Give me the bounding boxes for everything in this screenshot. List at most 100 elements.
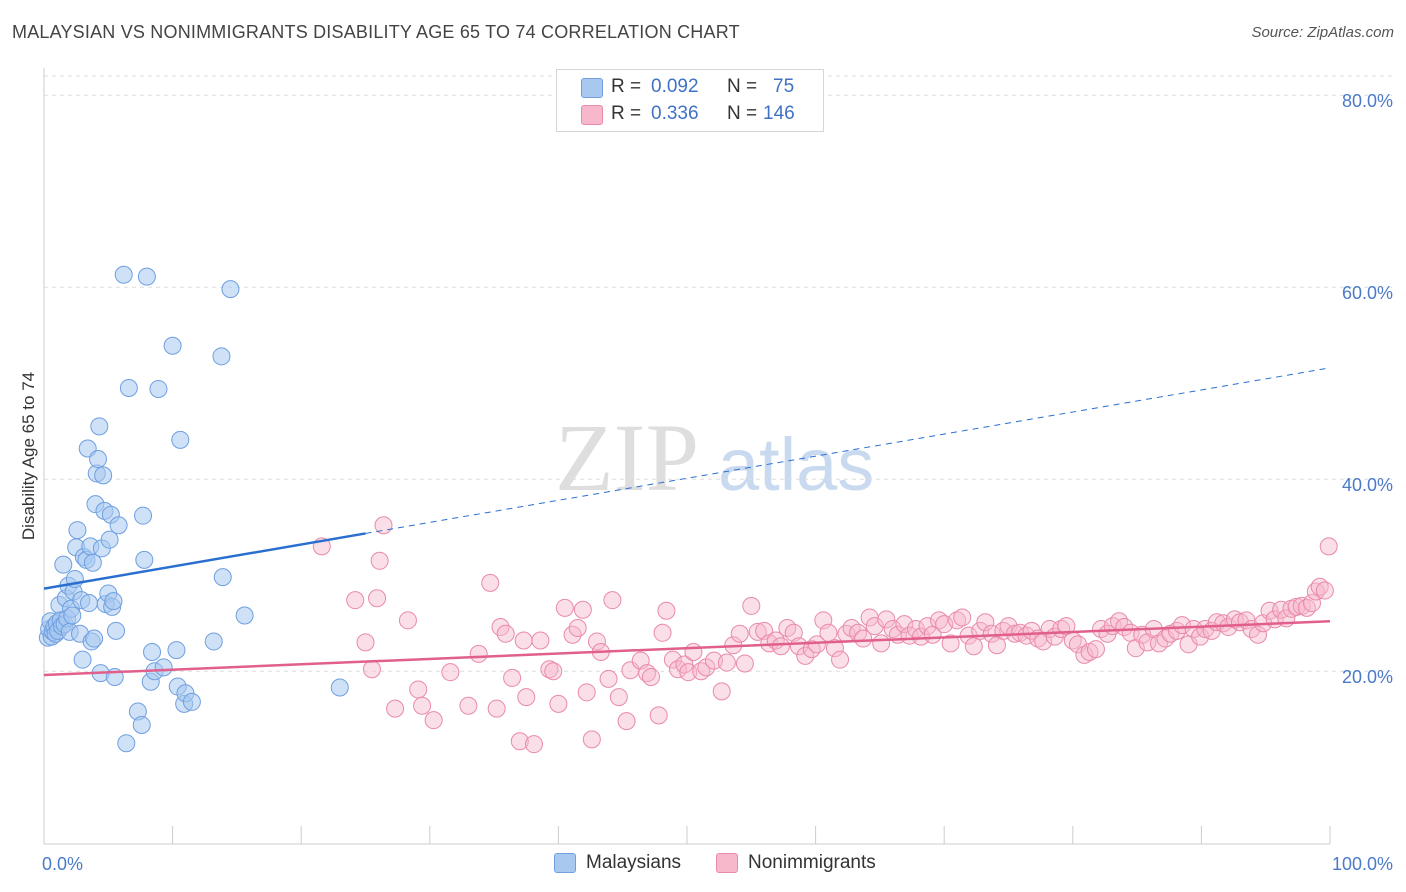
y-tick-label: 40.0% [1342, 475, 1393, 495]
nonimmigrant-point [413, 696, 432, 715]
nonimmigrant-point [481, 573, 500, 592]
bottom-legend-swatch-nonimmigrants [716, 853, 738, 873]
nonimmigrant-point [831, 650, 850, 669]
legend-n-label: N = [727, 76, 758, 97]
nonimmigrant-point [735, 654, 754, 673]
nonimmigrant-point [356, 633, 375, 652]
malaysian-trendline [43, 532, 366, 590]
malaysian-point [221, 280, 240, 299]
nonimmigrant-point [1297, 598, 1316, 617]
nonimmigrant-point [362, 660, 381, 679]
malaysian-point [330, 678, 349, 697]
legend-n-value: 75 [773, 76, 795, 97]
nonimmigrant-point [1230, 613, 1249, 632]
watermark: ZIP atlas [555, 404, 874, 511]
malaysian-point [182, 692, 201, 711]
nonimmigrant-point [684, 643, 703, 661]
nonimmigrant-point [825, 639, 844, 658]
malaysian-point [63, 606, 82, 625]
nonimmigrant-point [1319, 537, 1338, 556]
malaysian-point [119, 379, 138, 397]
malaysian-point [235, 606, 254, 625]
malaysian-point [204, 632, 223, 651]
malaysian-point [73, 650, 92, 669]
nonimmigrant-point [679, 663, 698, 682]
nonimmigrant-point [599, 669, 618, 688]
nonimmigrant-point [524, 735, 543, 754]
nonimmigrant-point [441, 663, 460, 682]
nonimmigrant-point [531, 631, 550, 650]
malaysian-point [109, 516, 128, 535]
chart-source: Source: ZipAtlas.com [1251, 24, 1394, 41]
nonimmigrant-point [503, 668, 522, 687]
nonimmigrant-point [771, 637, 790, 656]
watermark-zip: ZIP [555, 404, 699, 511]
x-tick-label: 0.0% [42, 854, 83, 874]
legend-r-value: 0.092 [651, 76, 699, 97]
nonimmigrant-point [982, 624, 1001, 643]
legend-swatch-malaysians [581, 78, 603, 98]
nonimmigrant-point [555, 598, 574, 617]
nonimmigrant-point [657, 601, 676, 620]
nonimmigrant-point [617, 712, 636, 731]
trendlines [43, 367, 1331, 677]
nonimmigrant-point [697, 658, 716, 677]
nonimmigrant-point [603, 591, 622, 610]
malaysian-point [114, 265, 133, 284]
y-tick-label: 20.0% [1342, 667, 1393, 687]
nonimmigrant-point [487, 699, 506, 718]
malaysian-point [134, 506, 153, 525]
malaysian-point [90, 417, 109, 436]
nonimmigrant-point [510, 732, 529, 751]
malaysian-trendline-extrapolated [365, 367, 1331, 534]
nonimmigrant-point [544, 662, 563, 681]
malaysian-point [104, 592, 123, 611]
series-points [38, 265, 1338, 754]
nonimmigrant-point [549, 694, 568, 713]
nonimmigrant-point [883, 619, 902, 638]
nonimmigrant-point [469, 644, 488, 663]
malaysian-point [132, 715, 151, 734]
nonimmigrant-point [663, 650, 682, 669]
malaysian-point [212, 347, 231, 366]
nonimmigrant-point [582, 730, 601, 749]
nonimmigrant-point [577, 683, 596, 702]
chart-title: MALAYSIAN VS NONIMMIGRANTS DISABILITY AG… [12, 22, 740, 42]
nonimmigrant-point [409, 680, 428, 699]
nonimmigrant-point [819, 623, 838, 642]
nonimmigrant-point [424, 711, 443, 730]
malaysian-point [89, 450, 108, 469]
x-tick-labels: 0.0% 100.0% [42, 854, 1393, 874]
nonimmigrant-point [653, 623, 672, 642]
malaysian-point [107, 621, 126, 640]
nonimmigrant-point [1287, 597, 1306, 616]
y-tick-label: 80.0% [1342, 91, 1393, 111]
malaysian-point [85, 629, 104, 648]
bottom-legend-swatch-malaysians [554, 853, 576, 873]
nonimmigrant-point [1017, 626, 1036, 645]
nonimmigrant-point [865, 617, 884, 636]
malaysian-point [94, 466, 113, 485]
watermark-atlas: atlas [718, 423, 874, 506]
malaysian-point [100, 530, 119, 549]
nonimmigrant-point [1315, 581, 1334, 600]
nonimmigrant-point [641, 667, 660, 686]
malaysian-point [117, 734, 136, 753]
nonimmigrant-point [784, 623, 803, 642]
nonimmigrant-point [1075, 645, 1094, 664]
y-tick-label: 60.0% [1342, 283, 1393, 303]
nonimmigrant-point [649, 706, 668, 725]
nonimmigrant-point [1086, 640, 1105, 659]
nonimmigrant-point [568, 619, 587, 637]
malaysian-point [167, 641, 186, 660]
malaysian-point [54, 555, 73, 574]
nonimmigrant-point [346, 591, 365, 610]
nonimmigrant-point [609, 688, 628, 707]
nonimmigrant-point [1302, 594, 1321, 613]
nonimmigrant-point [730, 624, 749, 643]
malaysian-point [163, 336, 182, 355]
malaysian-point [149, 379, 168, 398]
nonimmigrant-point [459, 696, 478, 715]
malaysian-point [154, 658, 173, 677]
axes [43, 68, 1331, 845]
